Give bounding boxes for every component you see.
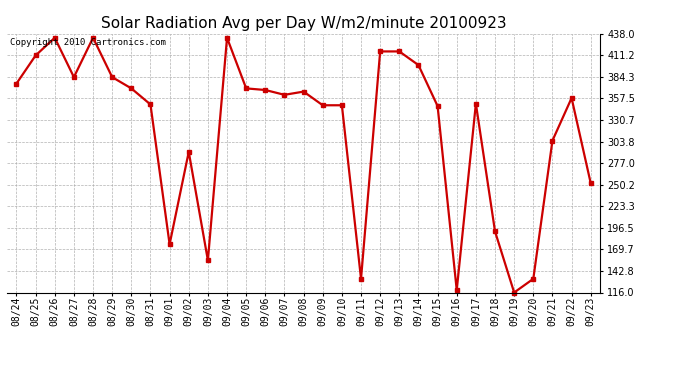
Title: Solar Radiation Avg per Day W/m2/minute 20100923: Solar Radiation Avg per Day W/m2/minute … — [101, 16, 506, 31]
Text: Copyright 2010 Cartronics.com: Copyright 2010 Cartronics.com — [10, 38, 166, 46]
